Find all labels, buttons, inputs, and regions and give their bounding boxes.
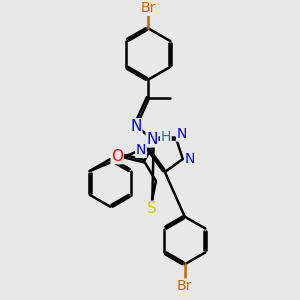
Text: O: O [111, 149, 123, 164]
Text: N: N [130, 119, 142, 134]
Text: N: N [146, 132, 158, 147]
Text: Br: Br [177, 279, 192, 293]
Text: N: N [184, 152, 195, 166]
Text: S: S [147, 201, 157, 216]
Text: H: H [161, 130, 171, 144]
Text: N: N [177, 127, 187, 141]
Text: N: N [136, 143, 146, 157]
Text: Br: Br [140, 1, 156, 15]
